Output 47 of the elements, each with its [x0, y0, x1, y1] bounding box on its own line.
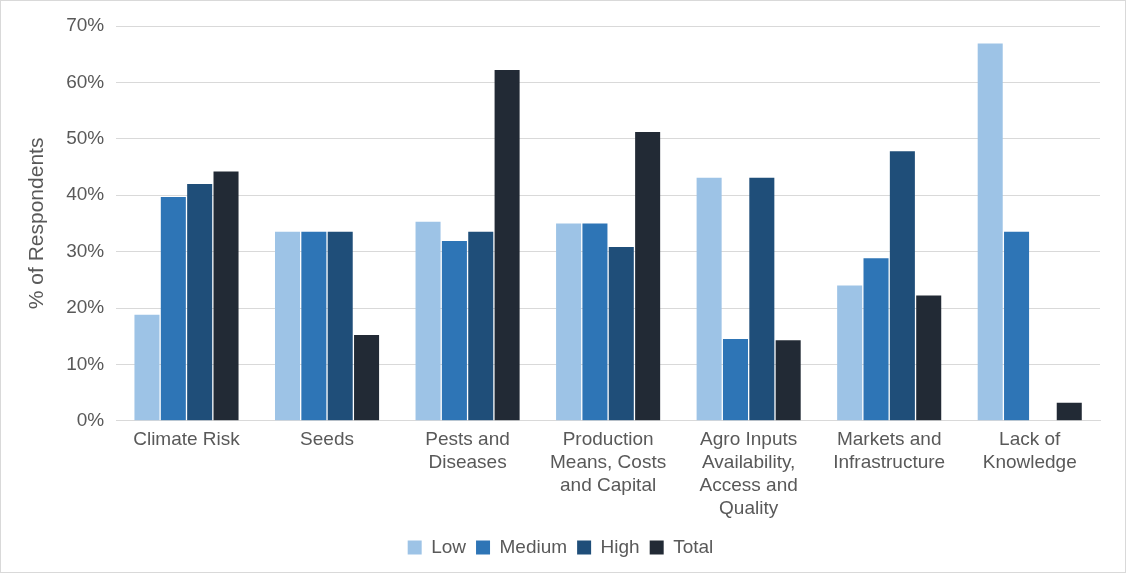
- bar: [187, 183, 213, 421]
- y-axis-title: % of Respondents: [24, 137, 48, 310]
- x-tick-label: Agro Inputs Availability, Access and Quality: [699, 428, 798, 518]
- bar: [722, 339, 748, 421]
- bar: [775, 340, 801, 421]
- y-tick-label: 50%: [66, 127, 105, 149]
- bar: [556, 223, 582, 421]
- bar: [1004, 231, 1030, 421]
- bar: [441, 240, 467, 421]
- bar: [608, 247, 634, 421]
- y-tick-label: 70%: [66, 14, 105, 36]
- y-tick-label: 20%: [66, 296, 105, 318]
- bar: [415, 221, 441, 421]
- bar: [635, 132, 661, 421]
- bar: [327, 231, 353, 421]
- bar: [468, 231, 494, 421]
- y-tick-label: 10%: [66, 352, 105, 374]
- bar: [134, 314, 160, 421]
- bar: [889, 151, 915, 421]
- bar: [696, 177, 722, 421]
- bar: [301, 231, 327, 421]
- y-tick-label: 0%: [76, 409, 105, 431]
- bar: [274, 231, 301, 421]
- bar: [354, 335, 380, 421]
- bar: [213, 171, 239, 421]
- x-tick-label: Lack of Knowledge: [982, 428, 1077, 473]
- bar: [494, 69, 520, 421]
- bar: [977, 43, 1003, 421]
- x-tick-label: Production Means, Costs and Capital: [550, 428, 667, 496]
- y-tick-label: 40%: [66, 183, 105, 205]
- x-tick-label: Pests and Diseases: [425, 428, 510, 473]
- bar: [749, 177, 775, 421]
- legend-label: High: [600, 535, 640, 557]
- y-tick-label: 60%: [66, 70, 105, 92]
- bar: [863, 258, 889, 421]
- x-tick-label: Markets and Infrastructure: [833, 428, 946, 473]
- bar: [1056, 402, 1082, 421]
- legend-label: Medium: [499, 535, 568, 557]
- legend-label: Total: [673, 535, 714, 557]
- y-tick-label: 30%: [66, 239, 105, 261]
- legend-label: Low: [431, 535, 467, 557]
- bar: [916, 295, 942, 421]
- bar: [160, 196, 186, 421]
- x-tick-label: Climate Risk: [133, 428, 241, 450]
- bar: [582, 223, 608, 421]
- bar: [837, 285, 863, 421]
- x-tick-label: Seeds: [300, 428, 354, 450]
